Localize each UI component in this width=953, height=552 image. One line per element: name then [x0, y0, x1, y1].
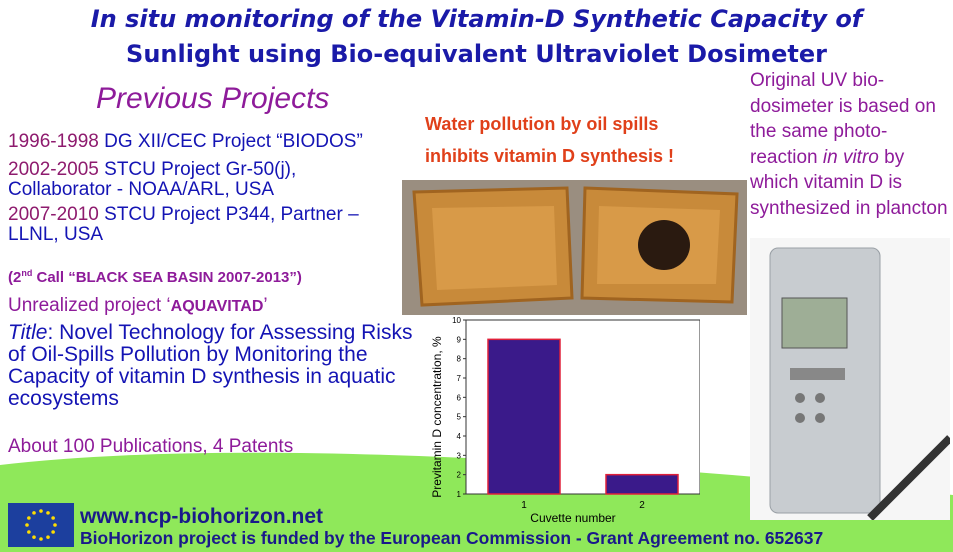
note-pre: Original UV bio-dosimeter is based on th…: [750, 70, 936, 168]
unrealized-label: Unrealized project ‘: [8, 295, 171, 316]
cuvettes-photo: [402, 180, 747, 315]
y-tick-label: 7: [457, 374, 462, 383]
title-italic: In situ: [90, 5, 177, 33]
eu-star: [46, 535, 50, 539]
project-title: Title: Novel Technology for Assessing Ri…: [8, 322, 428, 410]
project-years: 2002-2005: [8, 159, 99, 180]
y-tick-label: 10: [452, 316, 461, 325]
project-text: DG XII/CEC Project “BIODOS”: [98, 131, 363, 152]
previtamin-d-bar-chart: 1 2 3 4 5 6 7 8 9 10 1 2 Cuvette number Previtamin D …: [430, 316, 700, 525]
y-tick-label: 4: [457, 432, 462, 441]
water-caption: Water pollution by oil spills inhibits vi…: [425, 108, 674, 172]
y-tick-label: 1: [457, 490, 462, 499]
eu-star: [32, 535, 36, 539]
eu-star: [51, 530, 55, 534]
call-sup: nd: [21, 268, 33, 278]
note-italic: in vitro: [822, 146, 879, 168]
title-text: : Novel Technology for Assessing Risks o…: [8, 321, 413, 410]
bar: [605, 473, 679, 495]
y-tick-label: 5: [457, 413, 462, 422]
original-dosimeter-note: Original UV bio-dosimeter is based on th…: [750, 68, 950, 221]
eu-star: [39, 509, 43, 513]
call-rest: Call “BLACK SEA BASIN 2007-2013”): [32, 269, 302, 286]
call-note: (2nd Call “BLACK SEA BASIN 2007-2013”): [8, 268, 302, 286]
funding-statement: BioHorizon project is funded by the Euro…: [80, 528, 824, 548]
project-item: 1996-1998 DG XII/CEC Project “BIODOS”: [8, 132, 363, 152]
website-link[interactable]: www.ncp-biohorizon.net: [80, 505, 324, 528]
y-tick-label: 8: [457, 355, 462, 364]
eu-star: [27, 530, 31, 534]
previous-projects-heading: Previous Projects: [96, 82, 330, 115]
publications: About 100 Publications, 4 Patents: [8, 436, 294, 457]
green-background-band: [0, 452, 953, 552]
eu-star: [53, 523, 57, 527]
x-axis-label: Cuvette number: [530, 511, 615, 525]
eu-star: [25, 523, 29, 527]
eu-star: [27, 516, 31, 520]
unrealized-project: Unrealized project ‘AQUAVITAD’: [8, 295, 268, 317]
unrealized-end: ’: [263, 295, 268, 316]
title-line1: monitoring of the Vitamin-D Synthetic Ca…: [176, 5, 863, 33]
project-text: STCU Project Gr-50(j), Collaborator - NO…: [8, 159, 297, 200]
y-axis-label: Previtamin D concentration, %: [430, 336, 444, 498]
y-tick-label: 9: [457, 335, 462, 344]
y-tick-label: 6: [457, 393, 462, 402]
call-pre: (2: [8, 269, 22, 286]
title-line2: Sunlight using Bio-equivalent Ultraviole…: [126, 40, 827, 68]
unrealized-name: AQUAVITAD: [170, 298, 264, 315]
project-years: 2007-2010: [8, 204, 99, 225]
x-tick-label: 2: [639, 500, 645, 511]
project-text: STCU Project P344, Partner – LLNL, USA: [8, 204, 359, 245]
y-tick-label: 3: [457, 451, 462, 460]
eu-star: [32, 511, 36, 515]
uv-dosimeter-device-photo: [750, 238, 950, 520]
water-caption-line1: Water pollution by oil spills: [425, 114, 659, 134]
slide-title: In situ monitoring of the Vitamin-D Synt…: [0, 2, 953, 72]
project-years: 1996-1998: [8, 131, 99, 152]
water-caption-line2: inhibits vitamin D synthesis !: [425, 146, 675, 166]
y-tick-label: 2: [457, 471, 462, 480]
eu-star: [51, 516, 55, 520]
note-post: by which vitamin D is synthesized in pla…: [750, 146, 948, 219]
eu-star: [39, 537, 43, 541]
eu-flag-icon: [8, 503, 74, 547]
title-label: Title: [8, 321, 48, 344]
project-item: 2007-2010 STCU Project P344, Partner – L…: [8, 205, 393, 245]
x-tick-label: 1: [521, 500, 527, 511]
bar: [487, 338, 561, 495]
eu-star: [46, 511, 50, 515]
project-item: 2002-2005 STCU Project Gr-50(j), Collabo…: [8, 160, 388, 200]
